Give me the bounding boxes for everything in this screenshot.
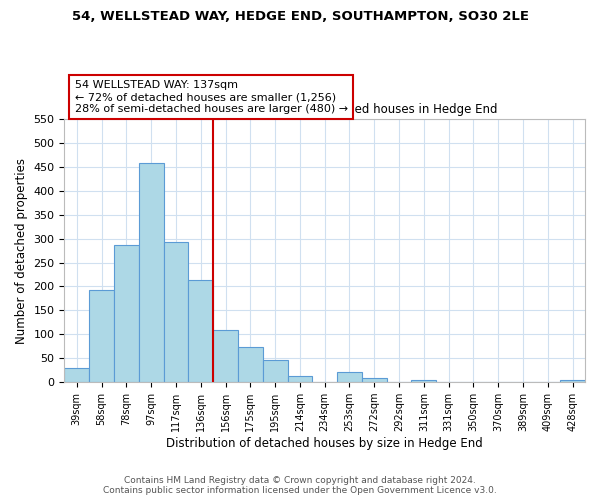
Bar bbox=[164, 242, 188, 382]
X-axis label: Distribution of detached houses by size in Hedge End: Distribution of detached houses by size … bbox=[166, 437, 483, 450]
Bar bbox=[362, 378, 386, 382]
Bar bbox=[89, 290, 114, 382]
Bar bbox=[238, 347, 263, 382]
Text: 54 WELLSTEAD WAY: 137sqm
← 72% of detached houses are smaller (1,256)
28% of sem: 54 WELLSTEAD WAY: 137sqm ← 72% of detach… bbox=[75, 80, 348, 114]
Text: 54, WELLSTEAD WAY, HEDGE END, SOUTHAMPTON, SO30 2LE: 54, WELLSTEAD WAY, HEDGE END, SOUTHAMPTO… bbox=[71, 10, 529, 23]
Text: Contains HM Land Registry data © Crown copyright and database right 2024.
Contai: Contains HM Land Registry data © Crown c… bbox=[103, 476, 497, 495]
Bar bbox=[188, 280, 213, 382]
Bar bbox=[139, 163, 164, 382]
Bar bbox=[64, 368, 89, 382]
Bar bbox=[263, 360, 287, 382]
Y-axis label: Number of detached properties: Number of detached properties bbox=[15, 158, 28, 344]
Bar bbox=[114, 245, 139, 382]
Bar bbox=[560, 380, 585, 382]
Bar bbox=[412, 380, 436, 382]
Title: Size of property relative to detached houses in Hedge End: Size of property relative to detached ho… bbox=[152, 104, 497, 117]
Bar bbox=[337, 372, 362, 382]
Bar bbox=[213, 330, 238, 382]
Bar bbox=[287, 376, 313, 382]
